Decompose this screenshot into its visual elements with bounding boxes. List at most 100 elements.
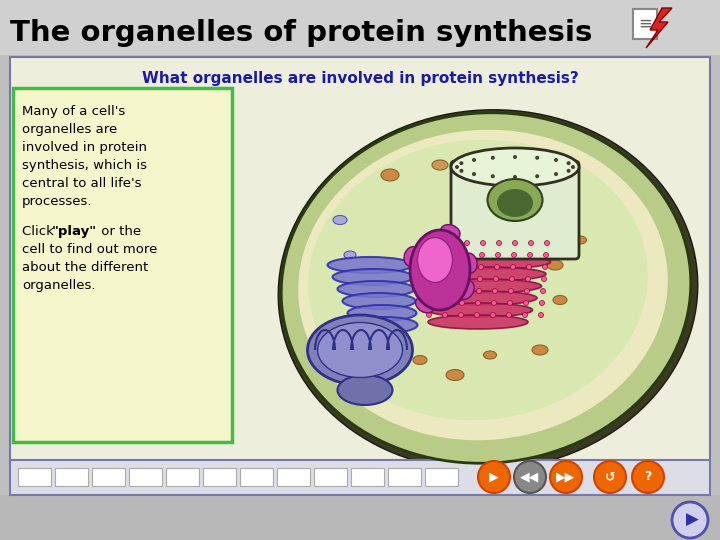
FancyBboxPatch shape xyxy=(55,468,88,486)
Circle shape xyxy=(492,288,498,294)
Circle shape xyxy=(461,288,466,294)
Ellipse shape xyxy=(441,225,460,240)
Ellipse shape xyxy=(318,322,402,377)
Circle shape xyxy=(477,276,482,281)
Circle shape xyxy=(541,276,546,281)
FancyBboxPatch shape xyxy=(633,9,657,39)
Text: ?: ? xyxy=(644,470,652,483)
Circle shape xyxy=(497,240,502,246)
Circle shape xyxy=(433,240,438,246)
Text: Many of a cell's: Many of a cell's xyxy=(22,105,125,118)
Circle shape xyxy=(444,300,449,306)
Ellipse shape xyxy=(426,255,551,269)
Ellipse shape xyxy=(427,291,537,305)
Circle shape xyxy=(632,461,664,493)
Text: ≡: ≡ xyxy=(638,15,652,33)
Circle shape xyxy=(480,253,485,258)
Circle shape xyxy=(513,240,518,246)
FancyBboxPatch shape xyxy=(388,468,421,486)
FancyBboxPatch shape xyxy=(451,161,579,259)
Circle shape xyxy=(528,253,533,258)
Circle shape xyxy=(446,265,451,269)
Circle shape xyxy=(544,240,549,246)
Polygon shape xyxy=(646,8,672,48)
Circle shape xyxy=(511,253,516,258)
Text: synthesis, which is: synthesis, which is xyxy=(22,159,147,172)
Ellipse shape xyxy=(547,260,563,270)
Text: The organelles of protein synthesis: The organelles of protein synthesis xyxy=(10,19,593,47)
Circle shape xyxy=(462,265,467,269)
Text: central to all life's: central to all life's xyxy=(22,177,142,190)
Ellipse shape xyxy=(333,215,347,225)
Ellipse shape xyxy=(308,140,648,420)
Circle shape xyxy=(478,461,510,493)
Text: organelles.: organelles. xyxy=(22,279,96,292)
Ellipse shape xyxy=(553,295,567,305)
Ellipse shape xyxy=(418,238,452,282)
Circle shape xyxy=(492,300,497,306)
Circle shape xyxy=(523,313,528,318)
Circle shape xyxy=(426,313,431,318)
Text: ▶: ▶ xyxy=(489,470,499,483)
Circle shape xyxy=(526,276,531,281)
Ellipse shape xyxy=(404,247,420,266)
Ellipse shape xyxy=(344,251,356,259)
Ellipse shape xyxy=(348,305,416,321)
Circle shape xyxy=(462,276,467,281)
Circle shape xyxy=(479,265,484,269)
FancyBboxPatch shape xyxy=(18,468,51,486)
FancyBboxPatch shape xyxy=(277,468,310,486)
Circle shape xyxy=(443,313,448,318)
Circle shape xyxy=(493,276,498,281)
Ellipse shape xyxy=(338,375,392,405)
FancyBboxPatch shape xyxy=(10,460,710,495)
Bar xyxy=(0,0,720,55)
Circle shape xyxy=(539,300,544,306)
Circle shape xyxy=(464,240,469,246)
Ellipse shape xyxy=(338,281,415,297)
Circle shape xyxy=(506,313,511,318)
FancyBboxPatch shape xyxy=(10,57,710,462)
Ellipse shape xyxy=(410,230,470,310)
Circle shape xyxy=(535,156,539,160)
Circle shape xyxy=(495,253,500,258)
Circle shape xyxy=(567,161,570,165)
Ellipse shape xyxy=(458,281,474,300)
Ellipse shape xyxy=(532,345,548,355)
Text: ↺: ↺ xyxy=(605,470,616,483)
Text: or the: or the xyxy=(97,225,141,238)
Ellipse shape xyxy=(432,160,448,170)
Circle shape xyxy=(477,288,482,294)
Ellipse shape xyxy=(343,293,415,309)
Text: involved in protein: involved in protein xyxy=(22,141,147,154)
Circle shape xyxy=(567,169,570,173)
Ellipse shape xyxy=(446,369,464,381)
FancyBboxPatch shape xyxy=(425,468,458,486)
Circle shape xyxy=(571,165,575,169)
Ellipse shape xyxy=(484,351,497,359)
Circle shape xyxy=(528,240,534,246)
Circle shape xyxy=(495,265,500,269)
FancyBboxPatch shape xyxy=(351,468,384,486)
Ellipse shape xyxy=(455,173,475,186)
Circle shape xyxy=(472,158,476,162)
Ellipse shape xyxy=(413,355,427,364)
Circle shape xyxy=(480,240,485,246)
Ellipse shape xyxy=(426,279,541,293)
FancyBboxPatch shape xyxy=(240,468,273,486)
FancyBboxPatch shape xyxy=(92,468,125,486)
Circle shape xyxy=(430,276,434,281)
Circle shape xyxy=(508,288,513,294)
Ellipse shape xyxy=(278,110,698,470)
Circle shape xyxy=(444,288,449,294)
Circle shape xyxy=(513,155,517,159)
Circle shape xyxy=(554,172,558,176)
Circle shape xyxy=(459,300,464,306)
Text: about the different: about the different xyxy=(22,261,148,274)
Circle shape xyxy=(431,253,436,258)
Ellipse shape xyxy=(307,315,413,385)
Circle shape xyxy=(491,174,495,178)
Circle shape xyxy=(541,288,546,294)
FancyBboxPatch shape xyxy=(129,468,162,486)
Text: processes.: processes. xyxy=(22,195,92,208)
